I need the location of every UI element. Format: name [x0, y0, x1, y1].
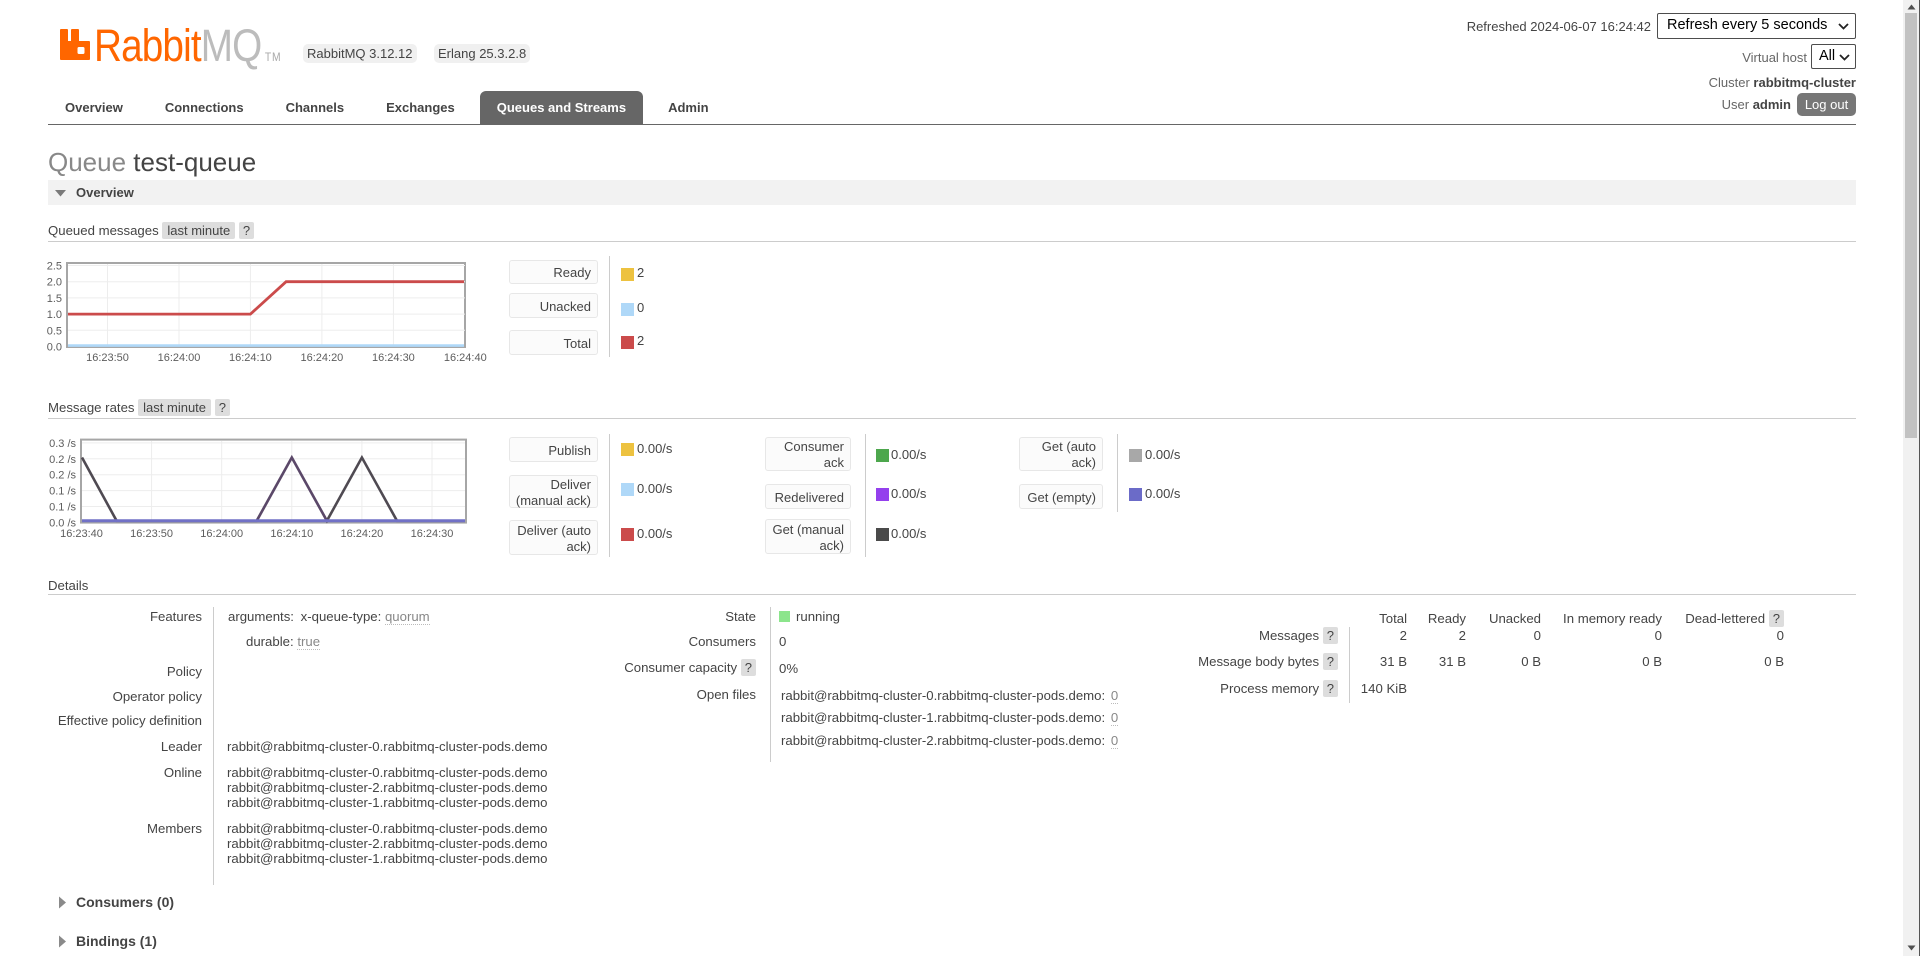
svg-text:1.0: 1.0: [47, 309, 62, 321]
svg-text:16:23:50: 16:23:50: [86, 352, 129, 364]
svg-text:16:24:30: 16:24:30: [372, 352, 415, 364]
svg-text:16:24:20: 16:24:20: [340, 528, 383, 540]
svg-text:16:24:00: 16:24:00: [200, 528, 243, 540]
svg-text:16:24:40: 16:24:40: [444, 352, 487, 364]
svg-text:2.0: 2.0: [47, 277, 62, 289]
svg-text:16:24:10: 16:24:10: [270, 528, 313, 540]
svg-text:16:24:30: 16:24:30: [411, 528, 454, 540]
svg-text:0.2 /s: 0.2 /s: [49, 470, 76, 482]
svg-text:16:24:10: 16:24:10: [229, 352, 272, 364]
svg-text:0.1 /s: 0.1 /s: [49, 502, 76, 514]
svg-text:0.0: 0.0: [47, 342, 62, 354]
svg-text:16:24:20: 16:24:20: [300, 352, 343, 364]
svg-text:0.1 /s: 0.1 /s: [49, 486, 76, 498]
svg-text:2.5: 2.5: [47, 261, 62, 273]
svg-text:0.5: 0.5: [47, 325, 62, 337]
svg-text:16:24:00: 16:24:00: [158, 352, 201, 364]
svg-text:0.3 /s: 0.3 /s: [49, 438, 76, 450]
svg-text:0.2 /s: 0.2 /s: [49, 454, 76, 466]
svg-text:16:23:40: 16:23:40: [60, 528, 103, 540]
svg-text:16:23:50: 16:23:50: [130, 528, 173, 540]
svg-text:0.0 /s: 0.0 /s: [49, 517, 76, 529]
svg-text:1.5: 1.5: [47, 293, 62, 305]
